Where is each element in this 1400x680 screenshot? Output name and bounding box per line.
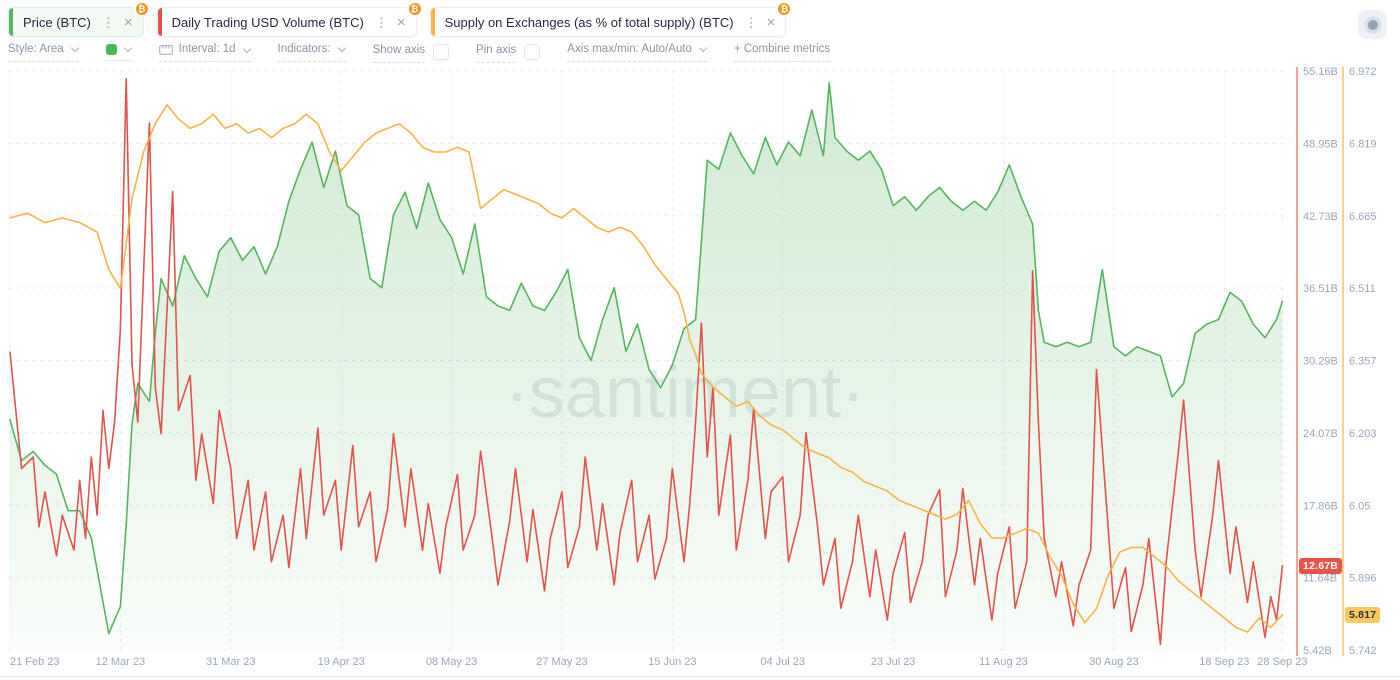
volume-axis-tick: 24.07B <box>1303 428 1338 440</box>
supply-axis-tick: 5.742 <box>1349 645 1377 657</box>
supply-axis-tick: 6.511 <box>1349 283 1376 295</box>
volume-axis-tick: 11.64B <box>1303 573 1337 585</box>
bitcoin-badge-icon: ₿ <box>406 1 423 17</box>
tab-accent-bar <box>9 8 13 36</box>
price-area-fill <box>10 82 1283 651</box>
date-axis-label: 28 Sep 23 <box>1257 656 1307 668</box>
chart-area[interactable]: ·santiment· 55.16B6.97248.95B6.81942.73B… <box>0 64 1400 677</box>
supply-axis-tick: 5.896 <box>1349 573 1377 585</box>
date-axis-label: 15 Jun 23 <box>648 656 696 668</box>
chevron-down-icon <box>698 44 708 53</box>
bitcoin-badge-icon: ₿ <box>133 1 150 17</box>
interval-dropdown-label: Interval: 1d <box>178 43 236 56</box>
tab-close-icon[interactable]: × <box>123 13 133 31</box>
style-dropdown-label: Style: Area <box>8 43 64 55</box>
chart-settings-button[interactable] <box>1358 10 1387 39</box>
date-axis-label: 31 Mar 23 <box>206 656 256 668</box>
tab-label: Price (BTC) <box>23 14 91 30</box>
indicators-dropdown-label: Indicators: <box>277 43 331 55</box>
interval-ruler-icon <box>158 44 173 56</box>
series-color-dropdown[interactable] <box>105 43 132 61</box>
volume-axis-tick: 48.95B <box>1303 138 1338 150</box>
pin-axis-control: Pin axis <box>476 44 541 64</box>
date-axis-label: 19 Apr 23 <box>318 656 365 668</box>
chart-toolbar: Style: Area Interval: 1d Indicators: Sho… <box>0 40 1400 64</box>
tab-supply-on-exchanges[interactable]: Supply on Exchanges (as % of total suppl… <box>429 1 793 37</box>
supply-axis-tick: 6.972 <box>1349 66 1377 78</box>
combine-metrics-button[interactable]: + Combine metrics <box>733 43 831 62</box>
date-axis-label: 18 Sep 23 <box>1199 656 1249 668</box>
volume-axis-tick: 36.51B <box>1303 283 1338 295</box>
pin-axis-label: Pin axis <box>476 44 517 57</box>
show-axis-checkbox[interactable] <box>433 44 450 60</box>
metric-tabs-row: Price (BTC) ⋮ × ₿ Daily Trading USD Volu… <box>0 0 1400 40</box>
supply-axis-tick: 6.357 <box>1349 356 1377 368</box>
chevron-down-icon <box>70 44 79 53</box>
axis-maxmin-dropdown[interactable]: Axis max/min: Auto/Auto <box>567 43 708 62</box>
indicators-dropdown[interactable]: Indicators: <box>277 43 346 62</box>
tab-label: Supply on Exchanges (as % of total suppl… <box>444 14 734 30</box>
supply-series-line <box>9 104 1284 633</box>
axis-maxmin-label: Axis max/min: Auto/Auto <box>567 43 692 55</box>
volume-axis-tick: 30.29B <box>1303 356 1338 368</box>
volume-axis-tick: 5.42B <box>1303 645 1332 657</box>
pin-axis-checkbox[interactable] <box>524 44 541 60</box>
tab-menu-icon[interactable]: ⋮ <box>744 14 758 30</box>
show-axis-control: Show axis <box>372 44 450 64</box>
chevron-down-icon <box>123 43 132 53</box>
date-axis-label: 27 May 23 <box>536 656 587 668</box>
volume-current-value-badge: 12.67B <box>1299 557 1343 574</box>
tab-menu-icon[interactable]: ⋮ <box>374 14 388 30</box>
interval-dropdown[interactable]: Interval: 1d <box>158 43 251 62</box>
record-dot-icon <box>1367 19 1378 30</box>
chevron-down-icon <box>337 44 346 53</box>
bitcoin-badge-icon: ₿ <box>776 1 793 17</box>
date-axis-label: 04 Jul 23 <box>760 656 805 668</box>
price-series-line <box>9 81 1284 635</box>
tab-accent-bar <box>430 8 435 36</box>
date-axis-label: 11 Aug 23 <box>979 656 1028 668</box>
tab-menu-icon[interactable]: ⋮ <box>101 14 115 30</box>
tab-label: Daily Trading USD Volume (BTC) <box>171 14 364 30</box>
date-axis-label: 30 Aug 23 <box>1089 656 1139 668</box>
chart-canvas[interactable]: 55.16B 6.972 48.95B 6.819 42.73B 6.665 36.51B 6… <box>0 64 1400 677</box>
style-dropdown[interactable]: Style: Area <box>8 43 79 62</box>
tab-price-btc[interactable]: Price (BTC) ⋮ × ₿ <box>8 1 150 37</box>
date-axis-label: 08 May 23 <box>426 656 477 668</box>
volume-axis-tick: 42.73B <box>1303 211 1338 223</box>
series-color-swatch <box>105 44 117 55</box>
supply-axis-tick: 6.819 <box>1349 138 1377 150</box>
supply-axis-tick: 6.05 <box>1349 500 1370 512</box>
supply-axis-tick: 6.665 <box>1349 211 1377 223</box>
date-axis-label: 21 Feb 23 <box>10 656 60 668</box>
date-axis-label: 12 Mar 23 <box>96 656 146 668</box>
tab-close-icon[interactable]: × <box>766 13 776 31</box>
supply-current-value-badge: 5.817 <box>1345 606 1381 623</box>
tab-daily-trading-usd-volume[interactable]: Daily Trading USD Volume (BTC) ⋮ × ₿ <box>156 1 423 37</box>
tab-accent-bar <box>157 8 162 36</box>
supply-axis-tick: 6.203 <box>1349 428 1377 440</box>
show-axis-label: Show axis <box>372 44 426 57</box>
tab-close-icon[interactable]: × <box>396 13 406 31</box>
date-axis-label: 23 Jul 23 <box>871 656 916 668</box>
volume-axis-tick: 55.16B <box>1303 66 1338 78</box>
chevron-down-icon <box>242 44 251 53</box>
combine-metrics-label: + Combine metrics <box>733 43 831 55</box>
volume-axis-tick: 17.86B <box>1303 500 1338 512</box>
